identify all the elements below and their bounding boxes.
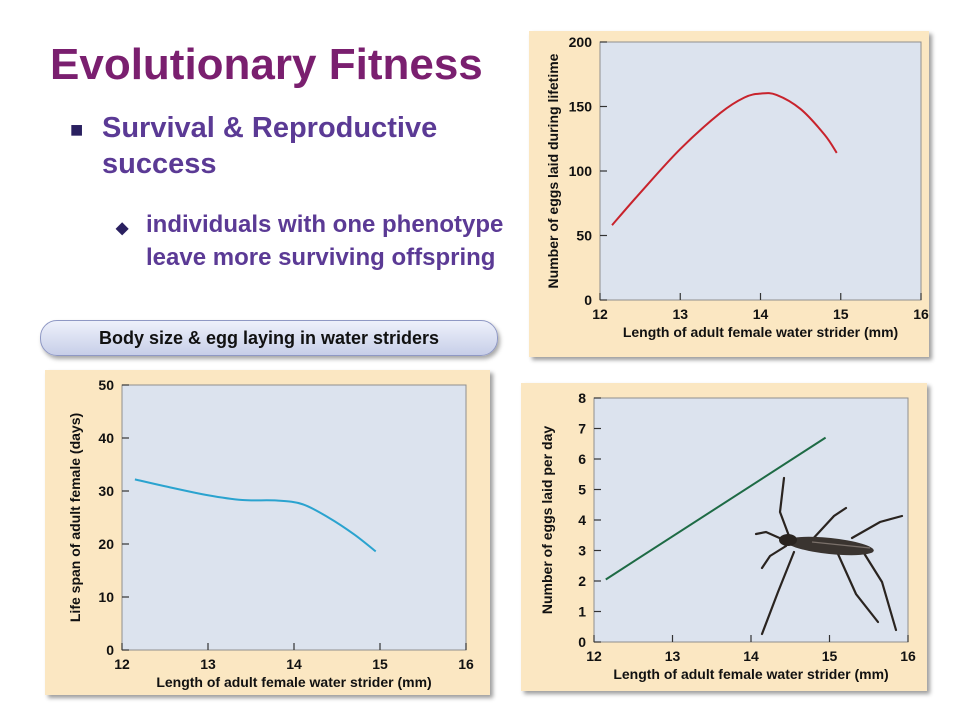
caption-badge: Body size & egg laying in water striders bbox=[40, 320, 498, 356]
y-tick-label: 5 bbox=[578, 482, 586, 498]
y-tick-label: 150 bbox=[569, 99, 593, 115]
y-tick-label: 50 bbox=[576, 228, 592, 244]
x-axis-label: Length of adult female water strider (mm… bbox=[156, 674, 431, 690]
bullet-text: Survival & Reproductive success bbox=[102, 112, 438, 180]
y-tick-label: 0 bbox=[106, 642, 114, 658]
chart-lifespan: 0 10 20 30 40 50 12 13 14 15 16 Length of adult fem… bbox=[67, 377, 474, 690]
chart-panel-eggs-lifetime: 0 50 100 150 200 12 13 14 15 16 Length of adult fe… bbox=[529, 31, 929, 357]
slide-title: Evolutionary Fitness bbox=[50, 40, 483, 89]
chart-panel-eggs-per-day: 0 1 2 3 4 5 6 7 8 12 13 14 15 16 Length of adult femal… bbox=[521, 383, 927, 691]
x-tick-label: 16 bbox=[913, 306, 929, 322]
y-tick-label: 30 bbox=[98, 483, 114, 499]
x-tick-label: 15 bbox=[372, 656, 388, 672]
diamond-bullet-icon: ◆ bbox=[116, 220, 129, 237]
x-tick-label: 13 bbox=[665, 648, 681, 664]
x-tick-label: 16 bbox=[900, 648, 916, 664]
x-tick-label: 12 bbox=[114, 656, 130, 672]
y-tick-label: 50 bbox=[98, 377, 114, 393]
plot-area bbox=[121, 384, 467, 651]
y-axis-label: Number of eggs laid per day bbox=[539, 426, 555, 614]
y-tick-label: 40 bbox=[98, 430, 114, 446]
y-axis-label: Life span of adult female (days) bbox=[67, 413, 83, 622]
y-tick-label: 8 bbox=[578, 390, 586, 406]
series-line-lifespan bbox=[134, 478, 377, 553]
x-axis-label: Length of adult female water strider (mm… bbox=[623, 324, 898, 340]
x-tick-label: 13 bbox=[200, 656, 216, 672]
y-tick-label: 7 bbox=[578, 421, 586, 437]
plot-area bbox=[593, 397, 909, 643]
sub-bullet-text: individuals with one phenotype leave mor… bbox=[146, 211, 504, 271]
y-tick-label: 6 bbox=[578, 451, 586, 467]
series-line-eggs-lifetime bbox=[611, 92, 838, 226]
y-tick-label: 1 bbox=[578, 604, 586, 620]
series-line-eggs-per-day bbox=[605, 436, 827, 581]
y-tick-label: 10 bbox=[98, 589, 114, 605]
x-tick-label: 12 bbox=[586, 648, 602, 664]
x-tick-label: 14 bbox=[743, 648, 759, 664]
water-strider-icon bbox=[754, 476, 904, 636]
square-bullet-icon: ■ bbox=[70, 117, 84, 142]
y-tick-label: 3 bbox=[578, 543, 586, 559]
y-tick-label: 100 bbox=[569, 163, 593, 179]
x-tick-label: 16 bbox=[458, 656, 474, 672]
x-tick-label: 15 bbox=[833, 306, 849, 322]
y-tick-label: 200 bbox=[569, 34, 593, 50]
y-axis-label: Number of eggs laid during lifetime bbox=[545, 53, 561, 288]
y-tick-label: 2 bbox=[578, 573, 586, 589]
x-tick-label: 13 bbox=[672, 306, 688, 322]
x-tick-label: 14 bbox=[753, 306, 769, 322]
x-tick-label: 15 bbox=[822, 648, 838, 664]
x-axis-label: Length of adult female water strider (mm… bbox=[613, 666, 888, 682]
x-tick-label: 12 bbox=[592, 306, 608, 322]
y-tick-label: 4 bbox=[578, 512, 586, 528]
y-tick-label: 0 bbox=[584, 292, 592, 308]
x-tick-label: 14 bbox=[286, 656, 302, 672]
chart-eggs-lifetime: 0 50 100 150 200 12 13 14 15 16 Length of adult fe… bbox=[545, 34, 929, 340]
chart-panel-lifespan: 0 10 20 30 40 50 12 13 14 15 16 Length of adult fem… bbox=[45, 370, 490, 695]
plot-area bbox=[599, 41, 922, 301]
y-tick-label: 20 bbox=[98, 536, 114, 552]
y-tick-label: 0 bbox=[578, 634, 586, 650]
